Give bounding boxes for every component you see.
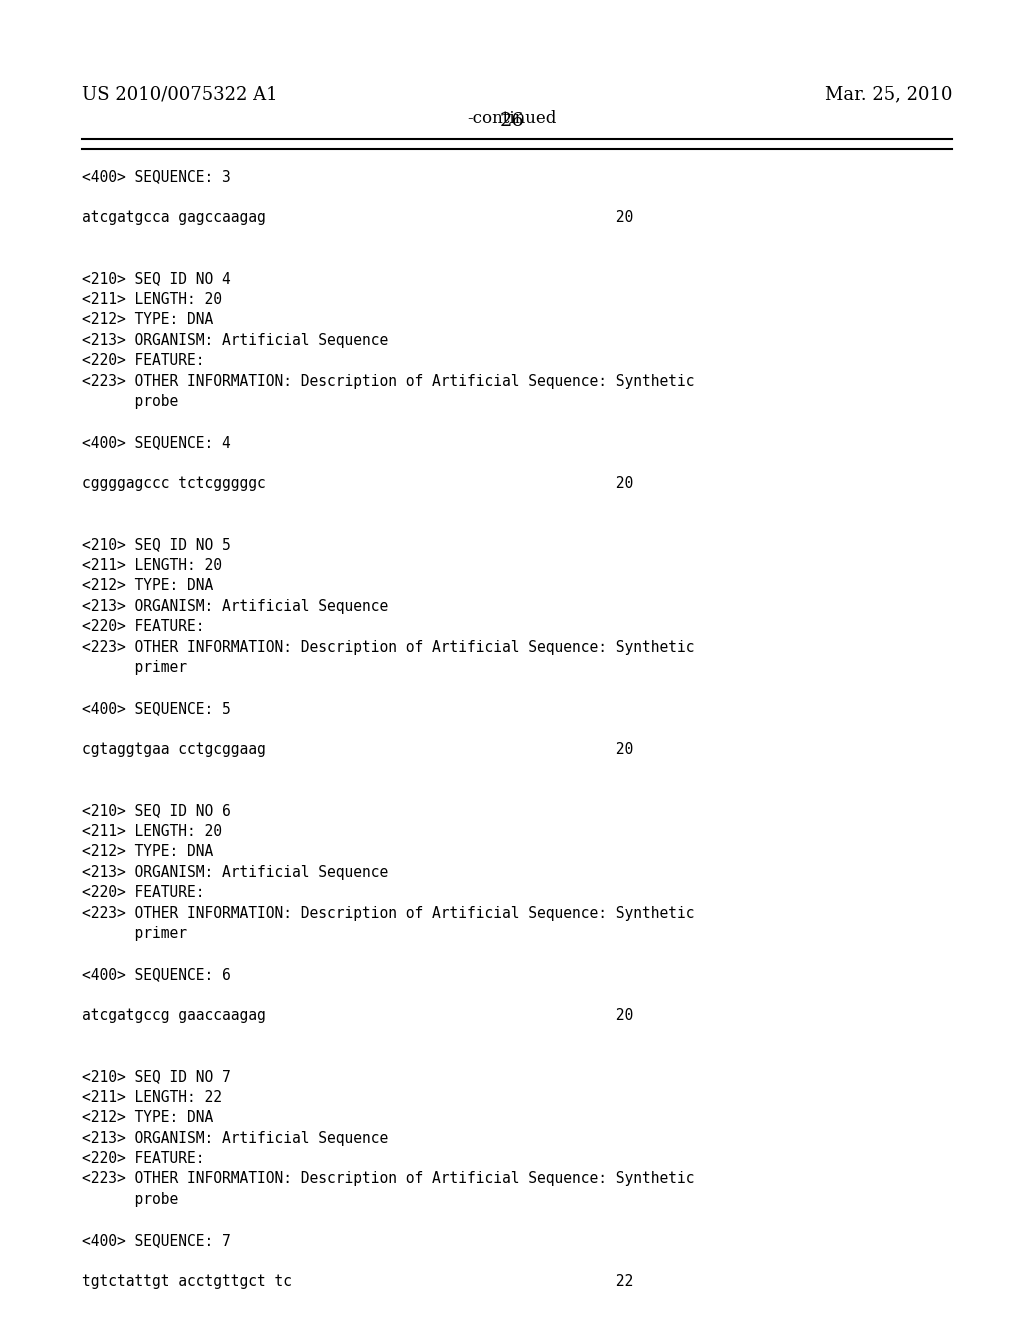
Text: <210> SEQ ID NO 4: <210> SEQ ID NO 4 (82, 272, 230, 286)
Text: <400> SEQUENCE: 5: <400> SEQUENCE: 5 (82, 701, 230, 715)
Text: primer: primer (82, 660, 187, 675)
Text: primer: primer (82, 927, 187, 941)
Text: probe: probe (82, 393, 178, 409)
Text: <213> ORGANISM: Artificial Sequence: <213> ORGANISM: Artificial Sequence (82, 865, 388, 879)
Text: tgtctattgt acctgttgct tc                                     22: tgtctattgt acctgttgct tc 22 (82, 1274, 633, 1288)
Text: <220> FEATURE:: <220> FEATURE: (82, 619, 205, 634)
Text: <223> OTHER INFORMATION: Description of Artificial Sequence: Synthetic: <223> OTHER INFORMATION: Description of … (82, 1172, 694, 1187)
Text: probe: probe (82, 1192, 178, 1206)
Text: <223> OTHER INFORMATION: Description of Artificial Sequence: Synthetic: <223> OTHER INFORMATION: Description of … (82, 639, 694, 655)
Text: cgtaggtgaa cctgcggaag                                        20: cgtaggtgaa cctgcggaag 20 (82, 742, 633, 756)
Text: <400> SEQUENCE: 7: <400> SEQUENCE: 7 (82, 1233, 230, 1247)
Text: <400> SEQUENCE: 4: <400> SEQUENCE: 4 (82, 436, 230, 450)
Text: <212> TYPE: DNA: <212> TYPE: DNA (82, 578, 213, 593)
Text: <400> SEQUENCE: 6: <400> SEQUENCE: 6 (82, 966, 230, 982)
Text: <211> LENGTH: 22: <211> LENGTH: 22 (82, 1090, 222, 1105)
Text: <211> LENGTH: 20: <211> LENGTH: 20 (82, 824, 222, 838)
Text: <210> SEQ ID NO 7: <210> SEQ ID NO 7 (82, 1069, 230, 1084)
Text: atcgatgccg gaaccaagag                                        20: atcgatgccg gaaccaagag 20 (82, 1008, 633, 1023)
Text: Mar. 25, 2010: Mar. 25, 2010 (824, 86, 952, 104)
Text: <212> TYPE: DNA: <212> TYPE: DNA (82, 1110, 213, 1125)
Text: -continued: -continued (467, 110, 557, 127)
Text: atcgatgcca gagccaagag                                        20: atcgatgcca gagccaagag 20 (82, 210, 633, 224)
Text: <220> FEATURE:: <220> FEATURE: (82, 884, 205, 900)
Text: cggggagccc tctcgggggc                                        20: cggggagccc tctcgggggc 20 (82, 477, 633, 491)
Text: <211> LENGTH: 20: <211> LENGTH: 20 (82, 557, 222, 573)
Text: <220> FEATURE:: <220> FEATURE: (82, 1151, 205, 1166)
Text: 26: 26 (500, 112, 524, 131)
Text: <223> OTHER INFORMATION: Description of Artificial Sequence: Synthetic: <223> OTHER INFORMATION: Description of … (82, 906, 694, 920)
Text: <212> TYPE: DNA: <212> TYPE: DNA (82, 845, 213, 859)
Text: <220> FEATURE:: <220> FEATURE: (82, 354, 205, 368)
Text: US 2010/0075322 A1: US 2010/0075322 A1 (82, 86, 278, 104)
Text: <213> ORGANISM: Artificial Sequence: <213> ORGANISM: Artificial Sequence (82, 599, 388, 614)
Text: <210> SEQ ID NO 6: <210> SEQ ID NO 6 (82, 803, 230, 818)
Text: <400> SEQUENCE: 3: <400> SEQUENCE: 3 (82, 169, 230, 183)
Text: <210> SEQ ID NO 5: <210> SEQ ID NO 5 (82, 537, 230, 552)
Text: <213> ORGANISM: Artificial Sequence: <213> ORGANISM: Artificial Sequence (82, 1130, 388, 1146)
Text: <211> LENGTH: 20: <211> LENGTH: 20 (82, 292, 222, 306)
Text: <213> ORGANISM: Artificial Sequence: <213> ORGANISM: Artificial Sequence (82, 333, 388, 347)
Text: <223> OTHER INFORMATION: Description of Artificial Sequence: Synthetic: <223> OTHER INFORMATION: Description of … (82, 374, 694, 388)
Text: <212> TYPE: DNA: <212> TYPE: DNA (82, 313, 213, 327)
